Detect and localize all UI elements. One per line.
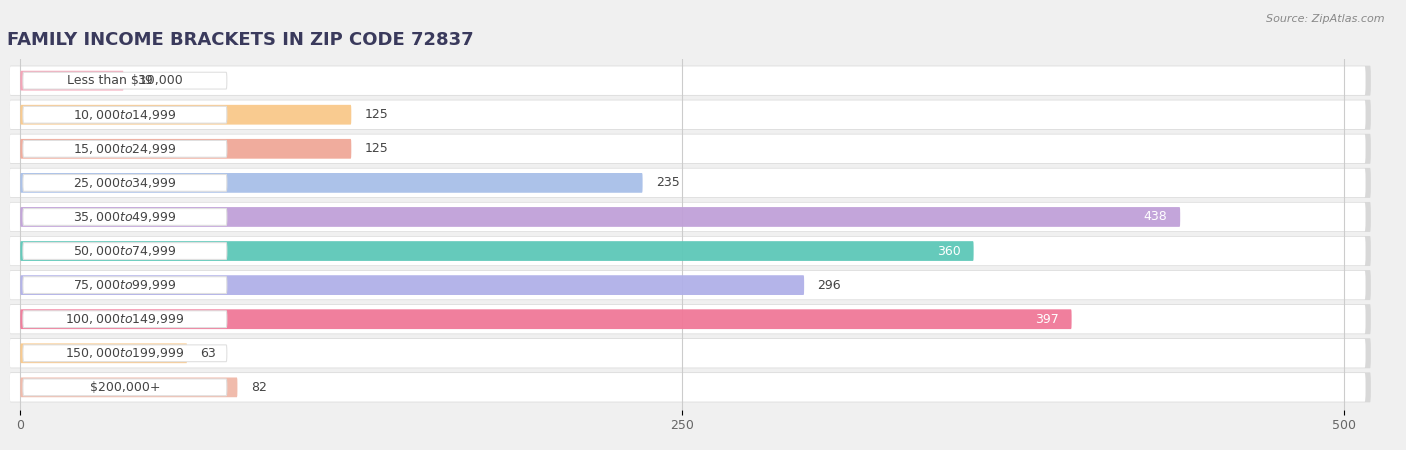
FancyBboxPatch shape [10,100,1371,130]
Text: Less than $10,000: Less than $10,000 [67,74,183,87]
FancyBboxPatch shape [10,202,1371,232]
FancyBboxPatch shape [20,105,352,125]
FancyBboxPatch shape [20,139,352,159]
FancyBboxPatch shape [20,378,238,397]
Text: $50,000 to $74,999: $50,000 to $74,999 [73,244,177,258]
FancyBboxPatch shape [22,379,226,396]
FancyBboxPatch shape [10,305,1365,333]
FancyBboxPatch shape [10,168,1371,198]
Text: $100,000 to $149,999: $100,000 to $149,999 [65,312,184,326]
FancyBboxPatch shape [22,175,226,191]
FancyBboxPatch shape [10,237,1365,266]
FancyBboxPatch shape [10,270,1371,300]
FancyBboxPatch shape [10,339,1365,368]
Text: 235: 235 [655,176,679,189]
FancyBboxPatch shape [22,277,226,293]
Text: 125: 125 [364,142,388,155]
FancyBboxPatch shape [20,241,973,261]
Text: 397: 397 [1035,313,1059,326]
FancyBboxPatch shape [10,271,1365,299]
Text: $35,000 to $49,999: $35,000 to $49,999 [73,210,177,224]
FancyBboxPatch shape [20,343,187,363]
Text: Source: ZipAtlas.com: Source: ZipAtlas.com [1267,14,1385,23]
FancyBboxPatch shape [22,106,226,123]
FancyBboxPatch shape [10,169,1365,197]
Text: 360: 360 [936,244,960,257]
FancyBboxPatch shape [20,207,1180,227]
FancyBboxPatch shape [22,311,226,328]
FancyBboxPatch shape [10,236,1371,266]
FancyBboxPatch shape [20,275,804,295]
Text: 39: 39 [136,74,152,87]
FancyBboxPatch shape [10,66,1371,96]
Text: 82: 82 [250,381,267,394]
FancyBboxPatch shape [10,202,1365,231]
Text: $150,000 to $199,999: $150,000 to $199,999 [65,346,184,360]
FancyBboxPatch shape [22,140,226,157]
Text: $200,000+: $200,000+ [90,381,160,394]
FancyBboxPatch shape [22,345,226,362]
FancyBboxPatch shape [10,338,1371,368]
FancyBboxPatch shape [22,72,226,89]
Text: $75,000 to $99,999: $75,000 to $99,999 [73,278,177,292]
Text: 438: 438 [1143,211,1167,224]
FancyBboxPatch shape [22,208,226,225]
FancyBboxPatch shape [10,100,1365,129]
FancyBboxPatch shape [10,66,1365,95]
FancyBboxPatch shape [10,372,1371,402]
Text: FAMILY INCOME BRACKETS IN ZIP CODE 72837: FAMILY INCOME BRACKETS IN ZIP CODE 72837 [7,31,474,49]
FancyBboxPatch shape [20,71,124,90]
Text: $10,000 to $14,999: $10,000 to $14,999 [73,108,177,122]
FancyBboxPatch shape [20,309,1071,329]
Text: 63: 63 [200,347,217,360]
Text: $25,000 to $34,999: $25,000 to $34,999 [73,176,177,190]
FancyBboxPatch shape [22,243,226,260]
FancyBboxPatch shape [10,373,1365,402]
FancyBboxPatch shape [10,135,1365,163]
Text: 125: 125 [364,108,388,121]
Text: $15,000 to $24,999: $15,000 to $24,999 [73,142,177,156]
FancyBboxPatch shape [10,134,1371,164]
Text: 296: 296 [817,279,841,292]
FancyBboxPatch shape [20,173,643,193]
FancyBboxPatch shape [10,304,1371,334]
